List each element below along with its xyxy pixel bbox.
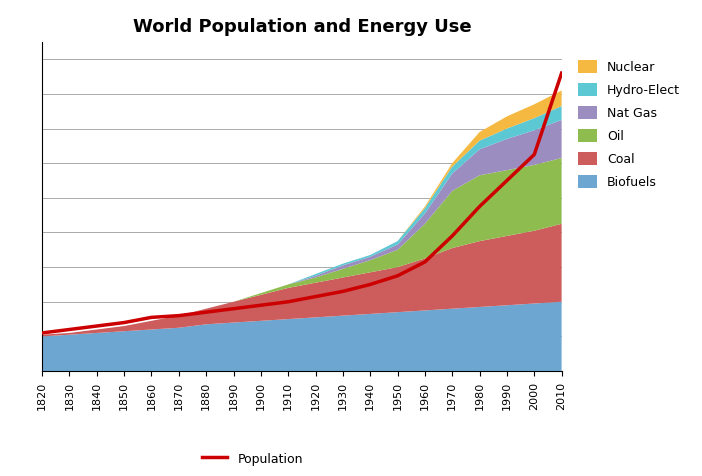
Title: World Population and Energy Use: World Population and Energy Use: [133, 18, 471, 36]
Legend: Nuclear, Hydro-Elect, Nat Gas, Oil, Coal, Biofuels: Nuclear, Hydro-Elect, Nat Gas, Oil, Coal…: [573, 56, 684, 194]
Legend: Population: Population: [197, 447, 308, 470]
